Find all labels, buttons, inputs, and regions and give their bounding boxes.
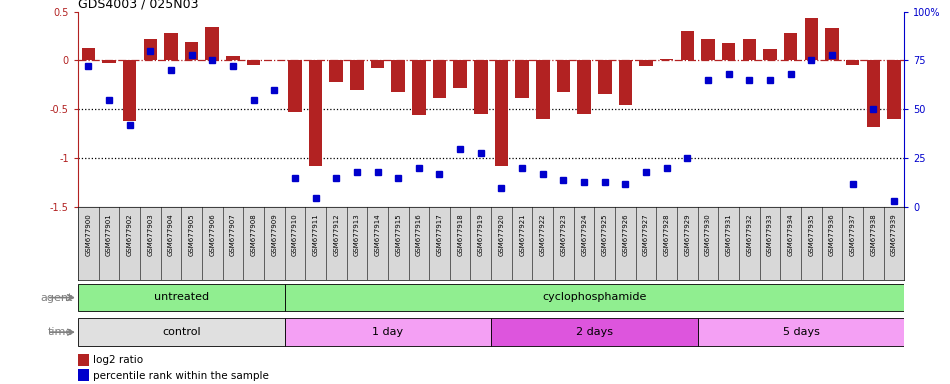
Bar	[536, 61, 549, 119]
Bar	[103, 61, 116, 63]
Bar	[618, 61, 632, 104]
Text: GSM677917: GSM677917	[436, 213, 443, 256]
Text: cyclophosphamide: cyclophosphamide	[542, 292, 647, 302]
Text: GSM677932: GSM677932	[747, 213, 752, 256]
Bar	[433, 61, 446, 98]
Bar	[453, 61, 466, 88]
Text: GSM677922: GSM677922	[540, 213, 546, 256]
Text: GSM677918: GSM677918	[457, 213, 464, 256]
Bar	[784, 33, 797, 61]
Text: GSM677923: GSM677923	[560, 213, 566, 256]
Text: GSM677901: GSM677901	[105, 213, 112, 256]
Text: GSM677930: GSM677930	[705, 213, 712, 256]
Bar	[78, 284, 285, 311]
Bar	[351, 61, 364, 90]
Text: GSM677900: GSM677900	[86, 213, 91, 256]
Bar	[681, 31, 694, 61]
Bar	[330, 61, 343, 82]
Text: GSM677902: GSM677902	[126, 213, 133, 256]
Bar	[78, 354, 88, 366]
Text: 5 days: 5 days	[783, 326, 820, 336]
Text: GSM677915: GSM677915	[395, 213, 401, 256]
Text: GSM677911: GSM677911	[313, 213, 318, 256]
Bar	[123, 61, 136, 121]
Bar	[78, 369, 88, 381]
Text: GSM677903: GSM677903	[147, 213, 153, 256]
Text: GSM677926: GSM677926	[622, 213, 629, 256]
Bar	[722, 43, 735, 61]
Text: percentile rank within the sample: percentile rank within the sample	[93, 371, 269, 381]
Text: GSM677905: GSM677905	[188, 213, 195, 256]
Bar	[743, 39, 756, 61]
Bar	[887, 61, 901, 119]
Text: GSM677939: GSM677939	[891, 213, 897, 256]
Text: GSM677925: GSM677925	[601, 213, 608, 256]
Text: GSM677921: GSM677921	[519, 213, 525, 256]
Text: GSM677934: GSM677934	[788, 213, 794, 256]
Bar	[474, 61, 487, 114]
Text: GSM677935: GSM677935	[808, 213, 814, 256]
Bar	[247, 61, 260, 65]
Text: GSM677920: GSM677920	[499, 213, 504, 256]
Text: log2 ratio: log2 ratio	[93, 356, 142, 366]
Text: GSM677919: GSM677919	[478, 213, 484, 256]
Bar	[805, 18, 818, 61]
Bar	[697, 318, 904, 346]
Text: time: time	[48, 327, 73, 337]
Text: GSM677907: GSM677907	[230, 213, 236, 256]
Bar	[226, 56, 239, 61]
Text: control: control	[162, 326, 200, 336]
Text: GSM677906: GSM677906	[209, 213, 216, 256]
Text: 2 days: 2 days	[576, 326, 613, 336]
Bar	[288, 61, 301, 113]
Bar	[866, 61, 880, 127]
Bar	[701, 39, 714, 61]
Bar	[826, 28, 839, 61]
Bar	[846, 61, 860, 65]
Bar	[578, 61, 591, 114]
Text: GSM677937: GSM677937	[849, 213, 856, 256]
Bar	[309, 61, 322, 166]
Bar	[557, 61, 570, 92]
Text: GDS4003 / 025N03: GDS4003 / 025N03	[78, 0, 199, 10]
Bar	[285, 318, 491, 346]
Text: GSM677931: GSM677931	[726, 213, 732, 256]
Text: GSM677933: GSM677933	[767, 213, 773, 256]
Bar	[205, 27, 218, 61]
Bar	[764, 49, 777, 61]
Text: GSM677904: GSM677904	[168, 213, 174, 256]
Text: GSM677908: GSM677908	[251, 213, 256, 256]
Bar	[82, 48, 95, 61]
Bar	[491, 318, 697, 346]
Text: GSM677912: GSM677912	[333, 213, 339, 256]
Bar	[185, 42, 199, 61]
Bar	[639, 61, 653, 66]
Bar	[143, 39, 157, 61]
Bar	[78, 318, 285, 346]
Bar	[412, 61, 426, 115]
Text: 1 day: 1 day	[372, 326, 404, 336]
Text: GSM677924: GSM677924	[581, 213, 587, 256]
Bar	[285, 284, 904, 311]
Text: GSM677929: GSM677929	[684, 213, 691, 256]
Text: GSM677927: GSM677927	[643, 213, 649, 256]
Text: untreated: untreated	[154, 292, 209, 302]
Text: GSM677914: GSM677914	[374, 213, 381, 256]
Text: GSM677938: GSM677938	[870, 213, 877, 256]
Bar	[495, 61, 508, 166]
Text: GSM677928: GSM677928	[664, 213, 670, 256]
Text: GSM677909: GSM677909	[271, 213, 277, 256]
Bar	[164, 33, 178, 61]
Text: GSM677910: GSM677910	[292, 213, 298, 256]
Text: GSM677913: GSM677913	[353, 213, 360, 256]
Bar	[516, 61, 529, 98]
Text: GSM677916: GSM677916	[416, 213, 422, 256]
Bar	[598, 61, 612, 94]
Text: GSM677936: GSM677936	[829, 213, 835, 256]
Bar	[391, 61, 405, 92]
Bar	[660, 58, 674, 61]
Bar	[370, 61, 384, 68]
Text: agent: agent	[41, 293, 73, 303]
